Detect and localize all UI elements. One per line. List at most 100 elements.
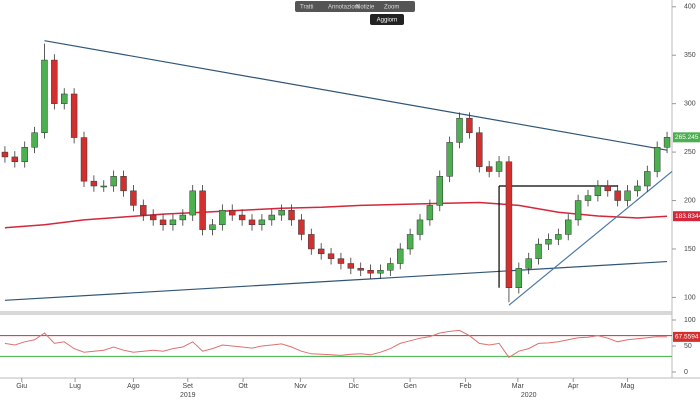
x-tick-label: Mag	[621, 383, 635, 390]
y-tick-label: 350	[684, 52, 696, 59]
candle-body	[565, 219, 572, 235]
panel-separator	[0, 311, 672, 315]
candle-body	[614, 190, 621, 201]
ma-last-label: 183.8344	[675, 213, 700, 220]
toolbar-item[interactable]: Zoom	[384, 5, 399, 11]
candle-body	[21, 147, 28, 163]
x-tick-label: Feb	[459, 383, 471, 390]
candle-body	[634, 185, 641, 192]
candle-body	[100, 185, 107, 188]
candle-body	[41, 59, 48, 133]
candle-body	[11, 156, 19, 163]
x-tick-label: Set	[183, 383, 194, 390]
toolbar-item[interactable]: Notizie	[356, 5, 375, 11]
candle-body	[604, 185, 611, 192]
candle-body	[169, 219, 177, 225]
candle-body	[476, 132, 483, 167]
candle-body	[51, 59, 58, 104]
rsi-y-tick-label: 50	[684, 343, 692, 350]
candle-body	[456, 117, 463, 143]
candle-body	[278, 209, 285, 216]
candle-body	[653, 147, 661, 172]
candle-body	[159, 219, 167, 225]
candle-body	[387, 263, 394, 271]
candle-body	[248, 219, 256, 225]
year-label: 2020	[521, 392, 537, 399]
trendline	[4, 260, 668, 301]
x-tick-label: Apr	[568, 383, 580, 390]
x-tick-label: Ott	[238, 383, 247, 390]
candle-body	[367, 270, 374, 274]
x-tick-label: Giu	[16, 383, 27, 390]
candle-body	[594, 185, 602, 196]
candle-body	[70, 93, 78, 138]
candle-body	[308, 234, 315, 250]
candle-body	[61, 93, 68, 104]
candle-body	[525, 258, 532, 269]
trendline	[508, 171, 673, 306]
candle-body	[149, 214, 157, 221]
x-tick-label: Dic	[349, 383, 360, 390]
candle-body	[258, 219, 266, 225]
toolbar-bg	[295, 1, 415, 12]
rsi-line	[4, 329, 668, 359]
trendline	[44, 40, 668, 151]
year-label: 2019	[180, 392, 196, 399]
y-tick-label: 250	[684, 149, 696, 156]
candle-body	[90, 180, 98, 187]
candle-body	[426, 205, 434, 221]
toolbar-item[interactable]: Tratti	[300, 5, 313, 11]
candle-body	[298, 219, 305, 235]
candle-body	[584, 195, 592, 201]
candle-body	[238, 214, 246, 221]
candle-body	[347, 263, 355, 269]
y-tick-label: 150	[684, 246, 696, 253]
toolbar-item[interactable]: Annotazioni	[328, 5, 359, 11]
y-tick-label: 100	[684, 294, 696, 301]
candle-body	[446, 142, 453, 177]
y-tick-label: 300	[684, 101, 696, 108]
candle-body	[268, 214, 275, 221]
candle-body	[436, 176, 443, 206]
toolbar-button-bg[interactable]	[370, 14, 404, 25]
candle-body	[377, 270, 384, 274]
candle-body	[317, 248, 325, 255]
candle-body	[515, 268, 523, 288]
candle-body	[485, 166, 493, 172]
candle-body	[624, 190, 631, 201]
candle-body	[337, 258, 345, 264]
candle-body	[397, 248, 404, 264]
candle-body	[327, 253, 335, 259]
candle-body	[120, 176, 127, 192]
x-tick-label: Mar	[512, 383, 525, 390]
candle-body	[130, 190, 137, 206]
candle-body	[574, 200, 582, 221]
candle-body	[140, 205, 147, 216]
x-tick-label: Nov	[294, 383, 307, 390]
y-tick-label: 200	[684, 197, 696, 204]
candle-body	[555, 234, 562, 240]
candle-body	[466, 117, 473, 133]
toolbar-button[interactable]: Aggiorn	[377, 18, 398, 24]
candle-body	[199, 190, 206, 230]
candle-body	[545, 239, 552, 245]
x-tick-label: Gen	[404, 383, 417, 390]
moving-average	[4, 201, 668, 229]
rsi-y-tick-label: 0	[684, 369, 688, 376]
x-tick-label: Ago	[127, 383, 140, 390]
candle-body	[209, 224, 216, 230]
x-tick-label: Lug	[69, 383, 81, 390]
candle-body	[288, 209, 295, 221]
rsi-last-label-bg	[673, 331, 700, 342]
candle-body	[1, 151, 9, 158]
candle-body	[179, 214, 187, 221]
candle-body	[663, 137, 671, 148]
rsi-y-tick-label: 100	[684, 317, 696, 324]
rsi-last-label: 67.5594	[675, 334, 699, 341]
candle-body	[535, 243, 542, 259]
last-price-label-bg	[673, 132, 700, 143]
candle-body	[495, 161, 503, 172]
